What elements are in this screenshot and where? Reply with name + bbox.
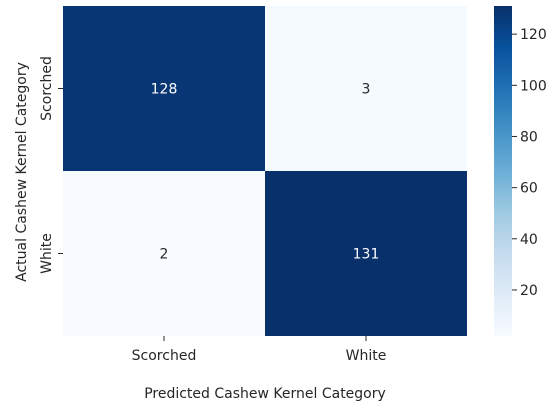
heatmap-cell <box>265 6 467 171</box>
cell-value-label: 131 <box>353 247 380 263</box>
y-axis-label: Actual Cashew Kernel Category <box>14 62 30 282</box>
x-tick-label: White <box>346 348 387 364</box>
heatmap-cell-labels: 128 3 2 131 <box>151 82 380 263</box>
cell-value-label: 3 <box>362 82 371 98</box>
heatmap-cell <box>265 171 467 336</box>
heatmap-cell <box>63 6 265 171</box>
y-axis: Scorched White <box>39 56 63 274</box>
colorbar-tick-label: 60 <box>520 181 538 197</box>
heatmap-cell <box>63 171 265 336</box>
colorbar-tick-label: 120 <box>520 27 547 43</box>
cell-value-label: 2 <box>160 247 169 263</box>
y-tick-label: Scorched <box>39 56 55 121</box>
x-tick-label: Scorched <box>132 348 197 364</box>
x-axis: Scorched White <box>132 336 387 364</box>
colorbar-tick-label: 40 <box>520 232 538 248</box>
colorbar-tick-label: 20 <box>520 283 538 299</box>
x-axis-label: Predicted Cashew Kernel Category <box>144 386 386 402</box>
colorbar-tick-label: 100 <box>520 78 547 94</box>
colorbar <box>494 6 512 336</box>
colorbar-ticks: 20 40 60 80 100 120 <box>512 27 547 299</box>
colorbar-tick-label: 80 <box>520 129 538 145</box>
y-tick-label: White <box>39 233 55 274</box>
heatmap-cells <box>63 6 467 336</box>
cell-value-label: 128 <box>151 82 178 98</box>
